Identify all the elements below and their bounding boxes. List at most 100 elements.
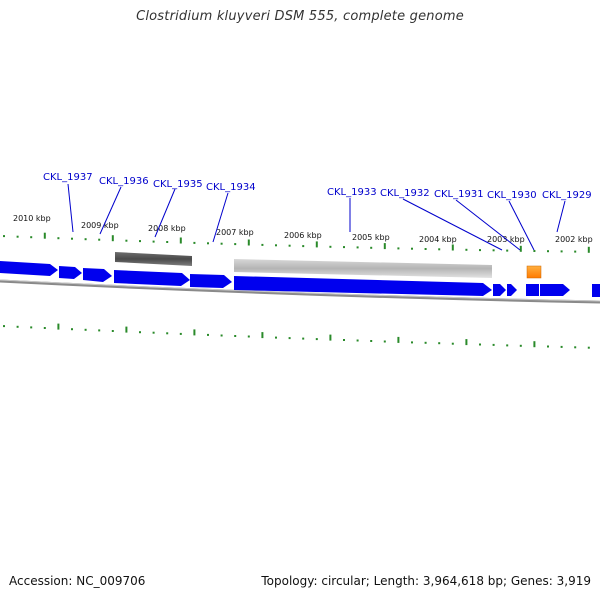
- tick-mark: [166, 241, 169, 243]
- gene-leader-line: [556, 200, 566, 233]
- gc-content-bar: [115, 252, 192, 266]
- tick-mark: [30, 236, 33, 239]
- cds-arrow: [234, 276, 492, 296]
- gene-label: CKL_1937: [43, 172, 93, 183]
- tick-mark: [220, 242, 223, 245]
- tick-mark: [261, 332, 264, 339]
- tick-mark: [220, 334, 223, 337]
- cds-highlight: [526, 265, 542, 279]
- tick-mark: [98, 238, 101, 241]
- tick-mark: [343, 246, 345, 249]
- kbp-label: 2004 kbp: [419, 235, 457, 244]
- gene-leader-line: [402, 198, 503, 251]
- tick-mark: [193, 329, 196, 336]
- cds-arrow: [114, 270, 190, 286]
- tick-mark: [465, 339, 468, 346]
- tick-mark: [329, 245, 332, 248]
- tick-mark: [207, 333, 209, 336]
- cds-arrow: [540, 284, 570, 296]
- tick-mark: [302, 337, 305, 340]
- tick-mark: [275, 244, 277, 247]
- tick-mark: [43, 232, 46, 239]
- tick-mark: [84, 328, 87, 331]
- gene-label: CKL_1931: [434, 189, 484, 200]
- kbp-label: 2009 kbp: [81, 221, 119, 230]
- tick-mark: [193, 241, 196, 244]
- tick-mark: [84, 238, 87, 241]
- cds-arrow: [493, 284, 506, 296]
- lower-tick-track: [3, 323, 590, 349]
- gene-leader-line: [154, 188, 176, 238]
- kbp-label: 2005 kbp: [352, 233, 390, 242]
- cds-arrow: [592, 284, 600, 297]
- gene-label: CKL_1932: [380, 188, 430, 199]
- gene-leader-line: [212, 192, 229, 243]
- tick-mark: [179, 237, 182, 244]
- tick-mark: [492, 249, 495, 252]
- cds-arrow: [526, 284, 539, 296]
- tick-mark: [479, 343, 481, 346]
- tick-mark: [506, 344, 509, 347]
- tick-mark: [234, 243, 237, 246]
- tick-mark: [3, 235, 5, 238]
- tick-mark: [247, 335, 250, 338]
- map-title: Clostridium kluyveri DSM 555, complete g…: [136, 9, 464, 24]
- tick-mark: [506, 249, 509, 252]
- tick-mark: [139, 331, 141, 334]
- cds-arrow: [0, 261, 58, 276]
- tick-mark: [275, 336, 277, 339]
- tick-mark: [587, 246, 590, 253]
- tick-mark: [424, 341, 427, 344]
- tick-mark: [519, 245, 522, 252]
- kbp-label: 2007 kbp: [216, 228, 254, 237]
- cds-track: [0, 261, 600, 297]
- gene-label: CKL_1936: [99, 176, 149, 187]
- tick-mark: [479, 249, 481, 252]
- cds-arrow: [190, 274, 232, 288]
- kbp-label: 2008 kbp: [148, 224, 186, 233]
- gene-label: CKL_1929: [542, 190, 592, 201]
- genome-backbone-arc-highlight: [0, 279, 600, 302]
- tick-mark: [574, 346, 577, 349]
- tick-mark: [261, 243, 264, 246]
- tick-mark: [356, 246, 359, 249]
- upper-tick-track: [3, 232, 590, 253]
- cds-arrow: [507, 284, 517, 296]
- tick-mark: [71, 237, 73, 240]
- tick-mark: [329, 334, 332, 341]
- tick-mark: [139, 240, 141, 243]
- tick-mark: [411, 247, 413, 250]
- cds-arrow: [83, 268, 112, 282]
- tick-mark: [152, 331, 155, 334]
- gene-leader-line: [455, 199, 521, 251]
- tick-mark: [152, 240, 155, 243]
- tick-mark: [125, 239, 128, 242]
- kbp-label: 2010 kbp: [13, 214, 51, 223]
- tick-mark: [438, 342, 441, 345]
- tick-mark: [397, 247, 400, 250]
- tick-mark: [533, 341, 536, 348]
- tick-mark: [98, 329, 101, 332]
- tick-mark: [166, 332, 169, 335]
- gene-label: CKL_1935: [153, 179, 203, 190]
- gc-content-bar: [234, 259, 492, 278]
- tick-mark: [411, 341, 413, 344]
- gene-labels: CKL_1937 CKL_1936 CKL_1935 CKL_1934 CKL_…: [43, 172, 592, 201]
- gene-label: CKL_1930: [487, 190, 537, 201]
- tick-mark: [16, 235, 19, 238]
- tick-mark: [424, 248, 427, 250]
- tick-mark: [179, 332, 182, 335]
- tick-mark: [43, 327, 46, 329]
- tick-mark: [533, 250, 536, 252]
- tick-mark: [111, 330, 114, 332]
- gene-label: CKL_1933: [327, 187, 377, 198]
- tick-mark: [519, 344, 522, 347]
- tick-mark: [438, 248, 441, 251]
- gene-label: CKL_1934: [206, 182, 256, 193]
- tick-mark: [57, 323, 60, 330]
- tick-mark: [560, 345, 563, 348]
- kbp-label: 2002 kbp: [555, 235, 593, 244]
- gc-content-track: [115, 252, 492, 278]
